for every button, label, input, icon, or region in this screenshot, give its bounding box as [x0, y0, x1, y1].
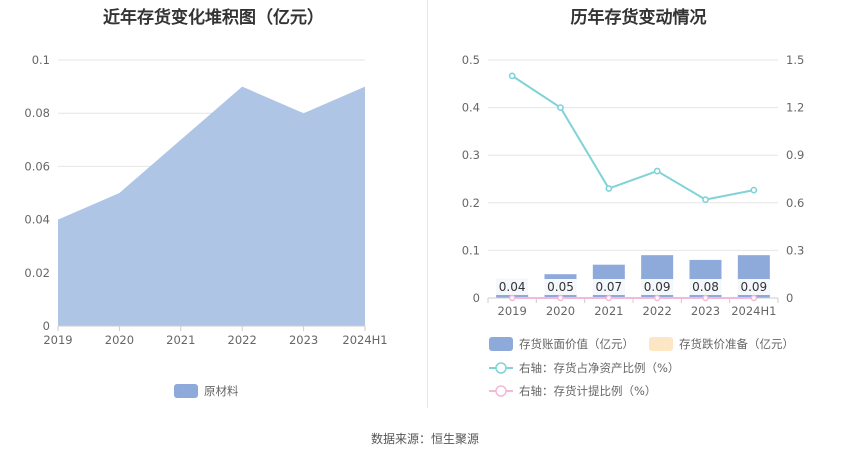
inventory-ratio-line — [511, 75, 755, 201]
bar-label-box — [736, 279, 771, 295]
left-y-tick-label: 0.06 — [24, 159, 50, 173]
legend-label-provision: 右轴：存货计提比例（%） — [519, 384, 656, 398]
provision-ratio-point — [750, 294, 758, 302]
right-left-y-tick-label: 0.2 — [462, 196, 480, 210]
bar-data-label: 0.09 — [644, 280, 671, 294]
inventory-ratio-point — [653, 167, 661, 175]
bar-data-label: 0.08 — [692, 280, 719, 294]
right-chart-title: 历年存货变动情况 — [570, 8, 707, 28]
right-x-tick-label: 2024H1 — [731, 304, 776, 318]
bar-data-label: 0.07 — [595, 280, 622, 294]
right-left-y-tick-label: 0.1 — [462, 243, 480, 257]
left-y-tick-label: 0.04 — [24, 213, 50, 227]
bar-label-box — [543, 279, 578, 295]
left-x-tick-label: 2021 — [166, 333, 195, 347]
right-left-y-tick-label: 0.3 — [462, 148, 480, 162]
left-y-tick-label: 0 — [43, 319, 50, 333]
right-x-tick-label: 2023 — [691, 304, 720, 318]
bar-data-label: 0.09 — [740, 280, 767, 294]
legend-swatch-book-value — [489, 337, 513, 351]
inventory-ratio-point — [508, 72, 516, 80]
inventory-ratio-point — [605, 185, 613, 192]
legend-marker-ratio — [495, 362, 507, 374]
bar-data-label: 0.04 — [499, 280, 526, 294]
legend-swatch-reserve — [649, 337, 673, 351]
right-x-tick-label: 2020 — [546, 304, 575, 318]
left-x-tick-label: 2019 — [43, 333, 72, 347]
bar-label-box — [591, 279, 626, 295]
left-y-tick-label: 0.02 — [24, 266, 50, 280]
bar-label-box — [640, 279, 675, 295]
right-left-y-tick-label: 0.4 — [462, 101, 480, 115]
provision-ratio-point — [557, 294, 564, 302]
provision-ratio-point — [605, 294, 613, 302]
right-left-y-tick-label: 0 — [473, 291, 480, 305]
right-right-y-tick-label: 1.2 — [786, 101, 804, 115]
legend-label-reserve: 存货跌价准备（亿元） — [679, 337, 794, 351]
inventory-ratio-point — [750, 186, 758, 194]
left-area-series — [58, 86, 365, 326]
right-x-tick-label: 2022 — [643, 304, 672, 318]
bar-data-label: 0.05 — [547, 280, 574, 294]
inventory-ratio-point — [702, 196, 709, 204]
right-right-y-tick-label: 1.5 — [786, 53, 804, 67]
right-right-y-tick-label: 0.9 — [786, 148, 804, 162]
left-y-tick-label: 0.1 — [32, 53, 50, 67]
data-source: 数据来源：恒生聚源 — [370, 432, 479, 446]
right-right-y-tick-label: 0.3 — [786, 243, 804, 257]
left-x-tick-label: 2022 — [228, 333, 257, 347]
left-legend-label: 原材料 — [204, 384, 239, 398]
chart-divider — [427, 0, 428, 408]
left-x-tick-label: 2020 — [105, 333, 134, 347]
left-chart-title: 近年存货变化堆积图（亿元） — [103, 8, 324, 28]
right-x-tick-label: 2021 — [594, 304, 623, 318]
bar-label-box — [495, 279, 530, 295]
right-left-y-tick-label: 0.5 — [462, 53, 480, 67]
left-y-tick-label: 0.08 — [24, 106, 50, 120]
provision-ratio-point — [702, 294, 709, 302]
right-right-y-tick-label: 0 — [786, 291, 793, 305]
provision-ratio-point — [653, 294, 661, 302]
left-x-tick-label: 2024H1 — [342, 333, 387, 347]
provision-ratio-point — [508, 294, 516, 302]
legend-marker-provision — [495, 385, 507, 397]
right-x-tick-label: 2019 — [498, 304, 527, 318]
left-legend-swatch — [174, 384, 198, 398]
bar-label-box — [688, 279, 723, 295]
right-right-y-tick-label: 0.6 — [786, 196, 804, 210]
inventory-ratio-point — [557, 104, 564, 111]
left-x-tick-label: 2023 — [289, 333, 318, 347]
legend-label-ratio: 右轴：存货占净资产比例（%） — [519, 361, 679, 375]
legend-label-book-value: 存货账面价值（亿元） — [519, 337, 634, 351]
